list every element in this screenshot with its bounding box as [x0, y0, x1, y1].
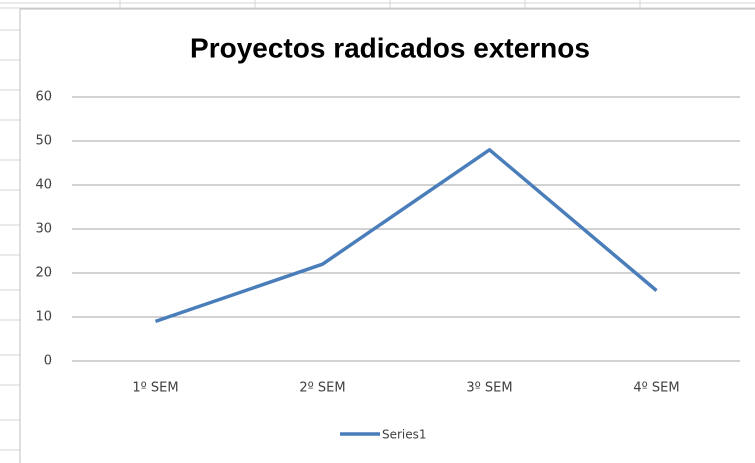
- x-tick-label: 2º SEM: [299, 381, 345, 396]
- x-tick-label: 1º SEM: [132, 381, 178, 396]
- legend-label: Series1: [382, 428, 427, 442]
- x-tick-label: 3º SEM: [466, 381, 512, 396]
- y-tick-label: 20: [35, 266, 52, 281]
- y-tick-label: 30: [35, 222, 52, 237]
- y-tick-label: 40: [35, 178, 52, 193]
- y-tick-label: 10: [35, 310, 52, 325]
- series-line: [154, 148, 658, 324]
- y-tick-label: 60: [35, 90, 52, 105]
- y-tick-label: 50: [35, 134, 52, 149]
- x-tick-label: 4º SEM: [633, 381, 679, 396]
- chart-title: Proyectos radicados externos: [190, 32, 590, 63]
- y-tick-label: 0: [44, 354, 52, 369]
